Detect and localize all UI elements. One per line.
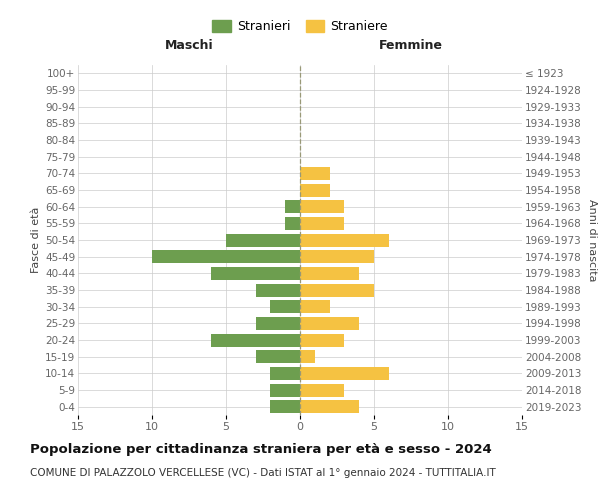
Bar (271, 400, 300, 413)
Bar (300, 384, 344, 396)
Bar (300, 334, 344, 346)
Bar (256, 317, 300, 330)
Bar (152, 250, 300, 263)
Y-axis label: Fasce di età: Fasce di età (31, 207, 41, 273)
Bar (271, 384, 300, 396)
Bar (300, 300, 329, 313)
Text: Popolazione per cittadinanza straniera per età e sesso - 2024: Popolazione per cittadinanza straniera p… (30, 442, 492, 456)
Text: Femmine: Femmine (379, 38, 443, 52)
Bar (300, 267, 359, 280)
Bar (271, 300, 300, 313)
Y-axis label: Anni di nascita: Anni di nascita (587, 198, 597, 281)
Bar (300, 350, 315, 363)
Bar (211, 267, 300, 280)
Text: COMUNE DI PALAZZOLO VERCELLESE (VC) - Dati ISTAT al 1° gennaio 2024 - TUTTITALIA: COMUNE DI PALAZZOLO VERCELLESE (VC) - Da… (30, 468, 496, 477)
Text: Maschi: Maschi (164, 38, 214, 52)
Bar (300, 284, 374, 296)
Bar (300, 400, 359, 413)
Bar (300, 367, 389, 380)
Bar (300, 217, 344, 230)
Bar (256, 284, 300, 296)
Bar (300, 167, 329, 180)
Bar (226, 234, 300, 246)
Bar (271, 367, 300, 380)
Bar (300, 200, 344, 213)
Legend: Stranieri, Straniere: Stranieri, Straniere (207, 15, 393, 38)
Bar (300, 250, 374, 263)
Bar (300, 234, 389, 246)
Bar (211, 334, 300, 346)
Bar (285, 217, 300, 230)
Bar (256, 350, 300, 363)
Bar (300, 184, 329, 196)
Bar (300, 317, 359, 330)
Bar (285, 200, 300, 213)
